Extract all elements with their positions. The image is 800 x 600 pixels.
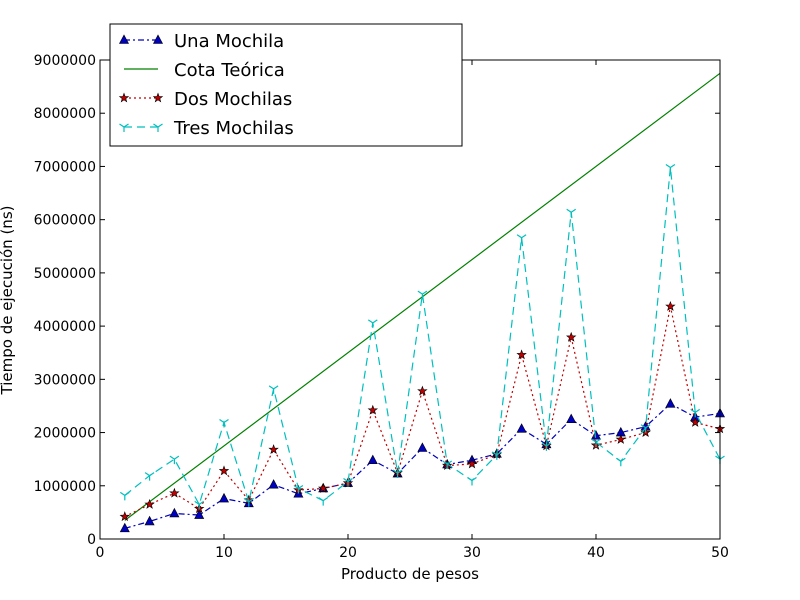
data-point-tres-mochilas [491, 451, 502, 460]
series-una-mochila [119, 398, 725, 533]
data-point-dos-mochilas [218, 465, 230, 476]
data-point-dos-mochilas [516, 349, 527, 360]
y-tick-label: 0 [87, 532, 96, 548]
y-tick-label: 5000000 [34, 266, 96, 282]
data-point-tres-mochilas [169, 455, 180, 465]
y-tick-label: 1000000 [34, 479, 96, 495]
data-point-tres-mochilas [640, 424, 651, 433]
series-layer [119, 72, 726, 533]
data-point-tres-mochilas [467, 476, 477, 486]
data-point-una-mochila [367, 454, 378, 465]
x-tick-label: 20 [339, 545, 357, 561]
y-tick-label: 4000000 [34, 319, 96, 335]
y-tick-label: 2000000 [34, 426, 96, 442]
legend-label-dos-mochilas: Dos Mochilas [174, 89, 292, 110]
data-point-tres-mochilas [665, 164, 676, 173]
data-point-dos-mochilas [318, 482, 329, 493]
x-tick-label: 0 [96, 545, 105, 561]
data-point-dos-mochilas [144, 498, 155, 509]
y-axis-label: Tiempo de ejecución (ns) [0, 206, 16, 396]
tick-layer: 0 10 20 30 40 50 0 1000000 2000000 3000000 4000000… [34, 53, 729, 561]
data-point-tres-mochilas [318, 497, 329, 506]
data-point-dos-mochilas [689, 416, 701, 427]
data-point-tres-mochilas [194, 500, 205, 510]
series-tres-mochilas [119, 164, 725, 510]
legend-marker-una-mochila [119, 34, 129, 44]
legend-samples [118, 34, 164, 132]
data-point-tres-mochilas [343, 478, 353, 487]
data-point-una-mochila [417, 442, 428, 452]
series-line-dos-mochilas [124, 306, 721, 518]
x-tick-label: 30 [463, 545, 481, 561]
legend-marker-tres-mochilas [119, 123, 129, 132]
data-point-dos-mochilas [417, 385, 428, 396]
data-point-dos-mochilas [169, 487, 180, 498]
legend-marker-tres-mochilas [153, 123, 163, 132]
data-point-tres-mochilas [566, 208, 577, 218]
data-point-una-mochila [169, 507, 180, 518]
y-tick-label: 3000000 [34, 372, 96, 388]
data-point-dos-mochilas [665, 300, 676, 311]
data-point-una-mochila [194, 509, 205, 519]
legend-marker-una-mochila [153, 34, 163, 44]
data-point-tres-mochilas [615, 457, 626, 467]
legend-label-una-mochila: Una Mochila [174, 31, 284, 52]
data-point-tres-mochilas [144, 472, 155, 481]
data-point-una-mochila [268, 479, 279, 489]
series-dos-mochilas [119, 300, 726, 522]
data-point-dos-mochilas [367, 404, 379, 415]
data-point-tres-mochilas [243, 498, 254, 507]
data-point-dos-mochilas [466, 458, 478, 469]
y-tick-label: 9000000 [34, 53, 96, 69]
x-tick-label: 50 [711, 545, 729, 561]
data-point-tres-mochilas [442, 460, 453, 469]
data-point-tres-mochilas [516, 234, 527, 243]
data-point-tres-mochilas [690, 408, 701, 418]
data-point-una-mochila [665, 398, 676, 408]
data-point-dos-mochilas [119, 511, 131, 522]
x-tick-label: 10 [215, 545, 233, 561]
data-point-una-mochila [119, 522, 130, 533]
data-point-dos-mochilas [615, 433, 627, 444]
data-point-tres-mochilas [268, 385, 279, 394]
legend-marker-dos-mochilas [118, 92, 130, 103]
legend-label-tres-mochilas: Tres Mochilas [173, 118, 294, 139]
data-point-una-mochila [516, 423, 527, 433]
data-point-una-mochila [219, 492, 229, 503]
y-tick-label: 6000000 [34, 213, 96, 229]
x-tick-label: 40 [587, 545, 605, 561]
data-point-tres-mochilas [392, 469, 403, 479]
data-point-dos-mochilas [565, 331, 577, 342]
data-point-dos-mochilas [268, 444, 279, 455]
legend-box [109, 23, 463, 147]
data-point-tres-mochilas [417, 290, 428, 300]
data-point-tres-mochilas [367, 319, 378, 328]
data-point-tres-mochilas [591, 438, 601, 448]
data-point-una-mochila [144, 515, 155, 526]
data-point-tres-mochilas [541, 442, 552, 451]
data-point-tres-mochilas [119, 491, 130, 501]
data-point-tres-mochilas [293, 484, 304, 494]
legend: Una Mochila Cota Teórica Dos Mochilas Tr… [109, 23, 463, 147]
y-tick-label: 8000000 [34, 106, 96, 122]
data-point-tres-mochilas [219, 418, 229, 428]
series-line-una-mochila [124, 403, 721, 529]
x-axis-label: Producto de pesos [341, 565, 479, 583]
legend-label-cota-teorica: Cota Teórica [174, 60, 285, 81]
y-tick-label: 7000000 [34, 159, 96, 175]
legend-marker-dos-mochilas [152, 92, 164, 103]
data-point-una-mochila [566, 413, 577, 424]
